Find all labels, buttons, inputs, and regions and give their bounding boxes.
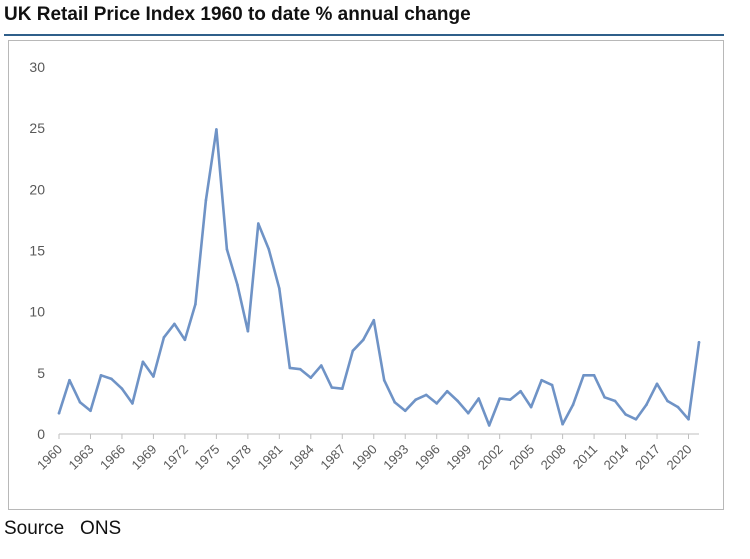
data-point xyxy=(487,424,491,427)
data-point xyxy=(204,199,208,202)
x-tick-label: 1987 xyxy=(317,442,348,473)
data-point xyxy=(561,422,564,426)
x-tick-label: 2005 xyxy=(506,442,537,473)
data-point xyxy=(645,403,648,406)
y-tick-label: 15 xyxy=(29,243,45,259)
title-divider xyxy=(4,34,724,36)
data-point xyxy=(445,389,449,393)
data-point xyxy=(456,399,460,403)
data-point xyxy=(278,287,281,290)
data-point xyxy=(403,409,407,413)
data-point xyxy=(372,318,376,322)
y-tick-label: 0 xyxy=(37,426,45,442)
x-tick-label: 1975 xyxy=(191,442,222,473)
data-point xyxy=(267,248,271,251)
data-point xyxy=(571,403,575,406)
data-point xyxy=(414,398,418,402)
data-point xyxy=(309,376,313,380)
chart-title: UK Retail Price Index 1960 to date % ann… xyxy=(4,4,471,25)
x-tick-label: 1963 xyxy=(66,442,97,473)
data-point xyxy=(477,397,481,400)
x-tick-label: 2017 xyxy=(632,442,663,473)
data-point xyxy=(582,374,585,377)
data-point xyxy=(519,389,522,393)
x-tick-label: 2011 xyxy=(570,442,600,472)
data-point xyxy=(320,364,323,367)
data-point xyxy=(362,338,365,342)
data-point xyxy=(68,378,71,382)
x-tick-label: 1999 xyxy=(443,442,474,473)
x-tick-label: 1981 xyxy=(254,442,285,473)
x-tick-label: 2002 xyxy=(475,442,506,473)
data-point xyxy=(424,393,428,397)
x-tick-label: 1969 xyxy=(128,442,159,473)
x-tick-label: 2008 xyxy=(538,442,569,473)
x-tick-label: 1990 xyxy=(349,442,380,473)
data-point xyxy=(676,405,680,409)
data-point xyxy=(382,378,386,382)
data-point xyxy=(215,128,218,131)
data-point xyxy=(466,411,470,415)
series-line xyxy=(57,128,701,427)
data-point xyxy=(603,396,606,399)
data-point xyxy=(529,405,533,409)
data-point xyxy=(299,367,302,371)
x-tick-label: 1996 xyxy=(412,442,443,473)
data-point xyxy=(162,336,166,339)
y-tick-label: 25 xyxy=(29,120,45,136)
x-tick-label: 1972 xyxy=(160,442,191,473)
source-value: ONS xyxy=(80,518,122,539)
data-point xyxy=(225,248,229,251)
data-point xyxy=(624,413,627,416)
data-point xyxy=(550,383,554,387)
data-point xyxy=(257,222,260,225)
data-point xyxy=(89,409,92,413)
data-point xyxy=(540,378,543,382)
data-point xyxy=(141,360,145,364)
data-point xyxy=(194,303,197,306)
data-point xyxy=(99,374,103,377)
data-point xyxy=(666,399,669,403)
data-point xyxy=(341,387,344,391)
data-point xyxy=(330,386,334,389)
x-tick-label: 1993 xyxy=(380,442,411,473)
data-point xyxy=(613,399,617,403)
source-note: Source ONS xyxy=(4,518,121,540)
data-point xyxy=(351,349,355,353)
y-tick-label: 10 xyxy=(29,304,45,320)
chart-area: 30 25 20 15 10 5 0 1960 1963 1966 1969 1972 1975 1978… xyxy=(8,40,724,510)
data-point xyxy=(110,377,113,381)
x-tick-label: 1978 xyxy=(223,442,254,473)
data-point xyxy=(435,402,439,405)
data-point xyxy=(57,411,61,415)
x-tick-label: 2014 xyxy=(601,442,632,473)
data-point xyxy=(120,387,124,391)
data-point xyxy=(236,283,239,287)
data-point xyxy=(173,322,176,326)
x-tick-label: 1966 xyxy=(97,442,128,473)
x-tick-label: 2020 xyxy=(664,442,695,473)
data-point xyxy=(183,338,187,342)
source-label: Source xyxy=(4,518,65,539)
data-point xyxy=(393,400,397,404)
data-point xyxy=(246,329,250,333)
y-tick-label: 20 xyxy=(29,181,45,197)
data-point xyxy=(498,397,502,400)
data-point xyxy=(697,341,701,344)
data-point xyxy=(655,382,659,386)
y-tick-label: 30 xyxy=(29,59,45,75)
data-point xyxy=(78,400,82,404)
y-tick-label: 5 xyxy=(37,365,45,381)
data-point xyxy=(131,402,134,405)
data-point xyxy=(152,375,155,378)
data-point xyxy=(288,366,292,370)
x-tick-label: 1960 xyxy=(34,442,65,473)
x-tick-label: 1984 xyxy=(286,442,317,473)
data-point xyxy=(634,418,638,421)
data-point xyxy=(508,398,512,402)
data-point xyxy=(687,418,690,421)
data-point xyxy=(592,374,596,377)
